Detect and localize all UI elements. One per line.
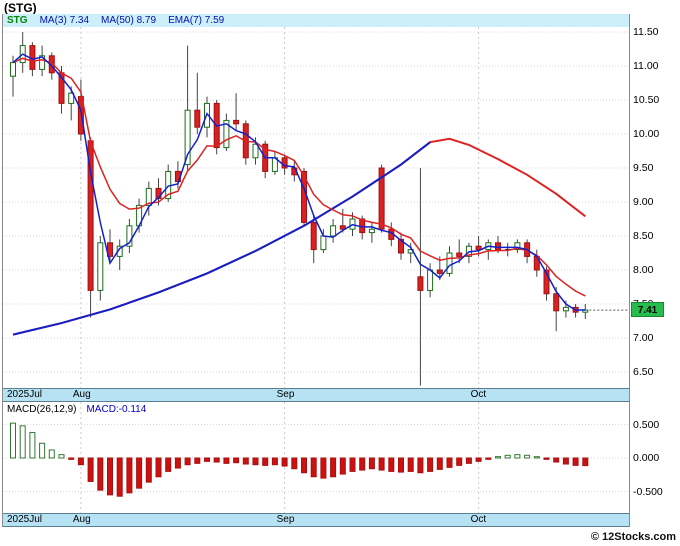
page-title: (STG) (4, 1, 37, 15)
x-axis-label-aug: Aug (72, 389, 91, 400)
x-axis-label-sep: Sep (276, 514, 295, 525)
x-axis-label-aug: Aug (72, 514, 91, 525)
price-axis-tick: 9.50 (633, 162, 654, 174)
macd-panel: MACD(26,12,9) MACD:-0.114 (3, 402, 629, 513)
macd-x-axis: 2025Jul Aug Sep Oct (3, 513, 629, 527)
legend-item-ma3: MA(3) 7.34 (39, 15, 90, 26)
x-axis-label-sep: Sep (276, 389, 295, 400)
watermark-credit: © 12Stocks.com (590, 531, 676, 543)
last-price-badge: 7.41 (631, 302, 664, 317)
price-axis-tick: 10.50 (633, 94, 660, 106)
macd-y-axis: 0.500 0.000 -0.500 (632, 402, 678, 513)
price-axis-tick: 9.00 (633, 196, 654, 208)
price-y-axis: 11.5011.0010.5010.009.509.008.508.007.50… (632, 26, 678, 388)
price-axis-tick: 7.00 (633, 332, 654, 344)
macd-name-label: MACD(26,12,9) (7, 404, 77, 415)
x-axis-label-oct: Oct (470, 389, 487, 400)
macd-value-label: MACD:-0.114 (86, 404, 147, 415)
legend-symbol: STG (7, 15, 28, 26)
macd-axis-tick: 0.500 (633, 418, 660, 431)
legend-item-ma50: MA(50) 8.79 (101, 15, 157, 26)
macd-axis-tick: -0.500 (633, 485, 663, 498)
price-x-axis: 2025Jul Aug Sep Oct (3, 388, 629, 402)
chart-column: STG MA(3) 7.34 MA(50) 8.79 EMA(7) 7.59 202… (2, 14, 630, 527)
macd-labels: MACD(26,12,9) MACD:-0.114 (7, 404, 146, 415)
x-axis-label-2025jul: 2025Jul (7, 389, 43, 400)
price-axis-tick: 6.50 (633, 366, 654, 378)
macd-chart (3, 402, 629, 513)
x-axis-label-oct: Oct (470, 514, 487, 525)
price-axis-tick: 11.00 (633, 60, 659, 72)
price-axis-tick: 10.00 (633, 128, 660, 140)
price-axis-tick: 11.50 (633, 26, 659, 38)
legend-bar: STG MA(3) 7.34 MA(50) 8.79 EMA(7) 7.59 (3, 14, 629, 27)
price-axis-tick: 8.50 (633, 230, 654, 242)
price-chart (3, 27, 629, 388)
price-axis-tick: 8.00 (633, 264, 654, 276)
x-axis-label-2025jul: 2025Jul (7, 514, 43, 525)
macd-axis-tick: 0.000 (633, 452, 660, 464)
legend-item-ema7: EMA(7) 7.59 (168, 15, 225, 26)
